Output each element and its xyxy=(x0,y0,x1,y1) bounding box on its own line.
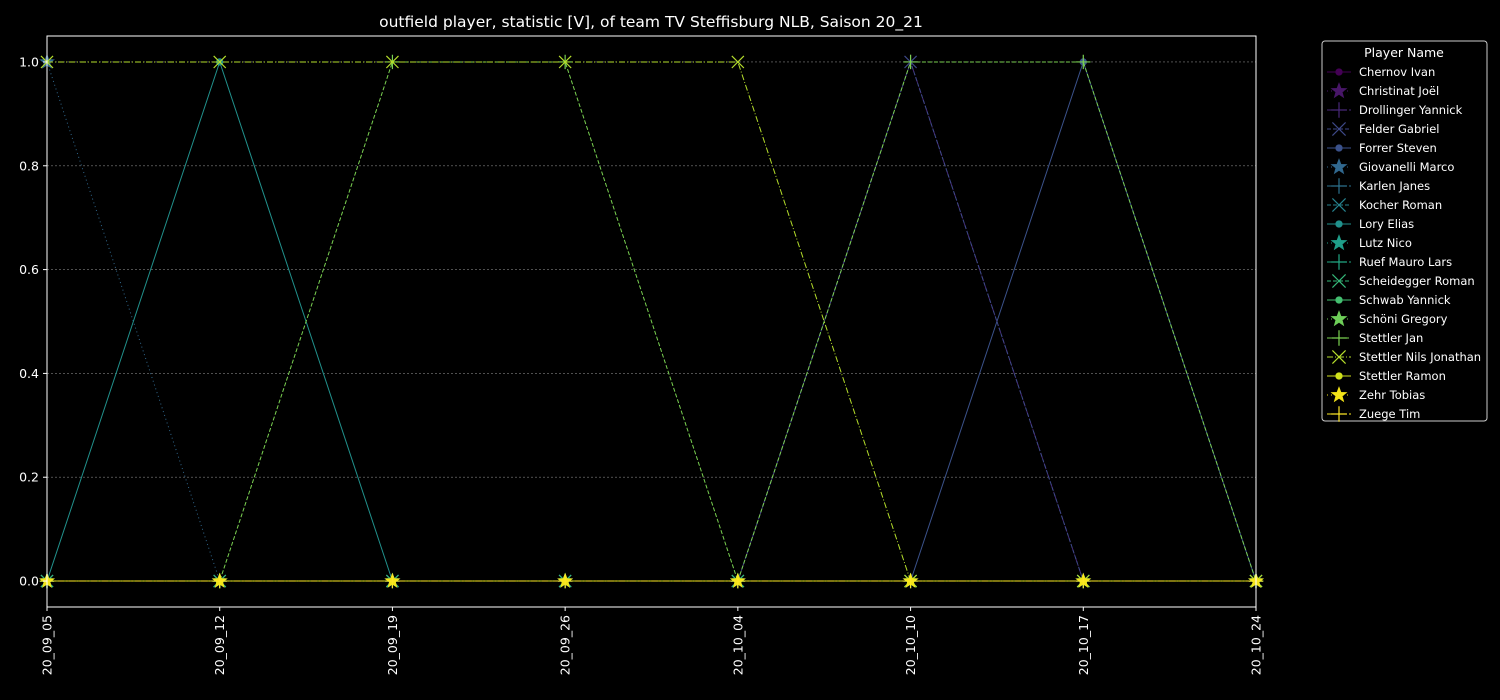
data-point xyxy=(1076,573,1091,589)
legend-item: Forrer Steven xyxy=(1327,141,1437,155)
legend-marker xyxy=(1335,144,1343,152)
legend-label: Zehr Tobias xyxy=(1359,388,1425,402)
series-line xyxy=(47,61,1257,583)
legend-label: Stettler Jan xyxy=(1359,331,1423,345)
x-tick-label: 20_09_19 xyxy=(385,615,400,675)
data-point xyxy=(212,573,227,589)
data-point xyxy=(385,55,399,69)
legend-marker xyxy=(1330,310,1348,327)
y-tick-label: 0.0 xyxy=(19,574,39,589)
legend-item: Lory Elias xyxy=(1327,217,1414,231)
legend-label: Christinat Joël xyxy=(1359,84,1439,98)
legend-item: Karlen Janes xyxy=(1327,178,1430,194)
legend-items: Chernov Ivan Christinat Joël Drollinger Ya… xyxy=(1327,65,1481,422)
legend-label: Stettler Nils Jonathan xyxy=(1359,350,1481,364)
legend-marker xyxy=(1330,82,1348,99)
legend-item: Kocher Roman xyxy=(1327,197,1442,213)
legend-item: Schöni Gregory xyxy=(1327,310,1448,327)
legend-label: Chernov Ivan xyxy=(1359,65,1435,79)
legend-item: Stettler Ramon xyxy=(1327,369,1446,383)
y-tick-label: 0.8 xyxy=(19,158,39,173)
data-point xyxy=(731,55,745,69)
data-point xyxy=(213,55,227,69)
y-axis: 0.0 0.2 0.4 0.6 0.8 1.0 xyxy=(19,54,47,589)
legend-label: Kocher Roman xyxy=(1359,198,1442,212)
data-point xyxy=(903,54,918,70)
legend-label: Schwab Yannick xyxy=(1359,293,1451,307)
legend-label: Lory Elias xyxy=(1359,217,1414,231)
x-axis: 20_09_05 20_09_12 20_09_19 20_09_26 20_10_04… xyxy=(40,607,1264,675)
legend-marker xyxy=(1331,121,1347,137)
legend-label: Zuege Tim xyxy=(1359,407,1420,421)
legend-marker xyxy=(1331,349,1347,365)
plot-series xyxy=(39,53,1264,589)
legend-marker xyxy=(1331,330,1347,346)
x-tick-label: 20_10_10 xyxy=(903,615,918,675)
legend-item: Ruef Mauro Lars xyxy=(1327,254,1452,270)
legend-item: Stettler Jan xyxy=(1327,330,1423,346)
legend-item: Felder Gabriel xyxy=(1327,121,1439,137)
legend-item: Giovanelli Marco xyxy=(1327,158,1454,175)
legend-item: Schwab Yannick xyxy=(1327,293,1451,307)
legend-marker xyxy=(1331,406,1347,422)
legend-marker xyxy=(1330,234,1348,251)
legend-label: Karlen Janes xyxy=(1359,179,1430,193)
series-line xyxy=(47,61,1256,582)
legend-marker xyxy=(1335,296,1343,304)
legend-marker xyxy=(1331,102,1347,118)
x-tick-label: 20_09_05 xyxy=(40,615,55,675)
y-tick-label: 0.6 xyxy=(19,262,39,277)
legend-frame xyxy=(1321,40,1488,422)
legend-label: Felder Gabriel xyxy=(1359,122,1439,136)
x-tick-label: 20_09_12 xyxy=(212,615,227,675)
data-point xyxy=(730,573,746,589)
legend-item: Stettler Nils Jonathan xyxy=(1327,349,1481,365)
legend-marker xyxy=(1335,68,1343,76)
legend-item: Scheidegger Roman xyxy=(1327,273,1475,289)
legend-label: Schöni Gregory xyxy=(1359,312,1448,326)
x-tick-label: 20_10_04 xyxy=(730,615,745,675)
legend-label: Drollinger Yannick xyxy=(1359,103,1463,117)
legend-marker xyxy=(1330,158,1348,175)
legend-title: Player Name xyxy=(1364,45,1444,60)
x-tick-label: 20_09_26 xyxy=(558,615,573,675)
legend-marker xyxy=(1331,273,1347,289)
data-point xyxy=(903,573,918,589)
data-point xyxy=(557,573,573,589)
y-tick-label: 0.2 xyxy=(19,470,39,485)
legend-item: Zehr Tobias xyxy=(1327,386,1425,403)
data-point xyxy=(385,573,400,589)
legend: Player Name Chernov Ivan Christinat Joël D… xyxy=(1321,40,1488,422)
legend-marker xyxy=(1331,254,1347,270)
y-tick-label: 1.0 xyxy=(19,54,39,69)
data-point xyxy=(1076,54,1091,70)
legend-label: Scheidegger Roman xyxy=(1359,274,1475,288)
legend-item: Zuege Tim xyxy=(1327,406,1420,422)
x-tick-label: 20_10_17 xyxy=(1076,615,1091,675)
legend-item: Christinat Joël xyxy=(1327,82,1439,99)
chart-title: outfield player, statistic [V], of team … xyxy=(379,13,923,32)
legend-marker xyxy=(1331,178,1347,194)
legend-label: Giovanelli Marco xyxy=(1359,160,1454,174)
legend-item: Chernov Ivan xyxy=(1327,65,1435,79)
legend-label: Stettler Ramon xyxy=(1359,369,1446,383)
legend-label: Lutz Nico xyxy=(1359,236,1412,250)
legend-marker xyxy=(1335,372,1343,380)
data-point xyxy=(558,55,572,69)
plot-frame xyxy=(46,35,1257,608)
legend-marker xyxy=(1330,386,1348,403)
legend-marker xyxy=(1331,197,1347,213)
x-tick-label: 20_10_24 xyxy=(1249,615,1264,675)
legend-label: Forrer Steven xyxy=(1359,141,1437,155)
legend-item: Lutz Nico xyxy=(1327,234,1412,251)
legend-label: Ruef Mauro Lars xyxy=(1359,255,1452,269)
legend-marker xyxy=(1335,220,1343,228)
legend-item: Drollinger Yannick xyxy=(1327,102,1463,118)
y-tick-label: 0.4 xyxy=(19,366,39,381)
